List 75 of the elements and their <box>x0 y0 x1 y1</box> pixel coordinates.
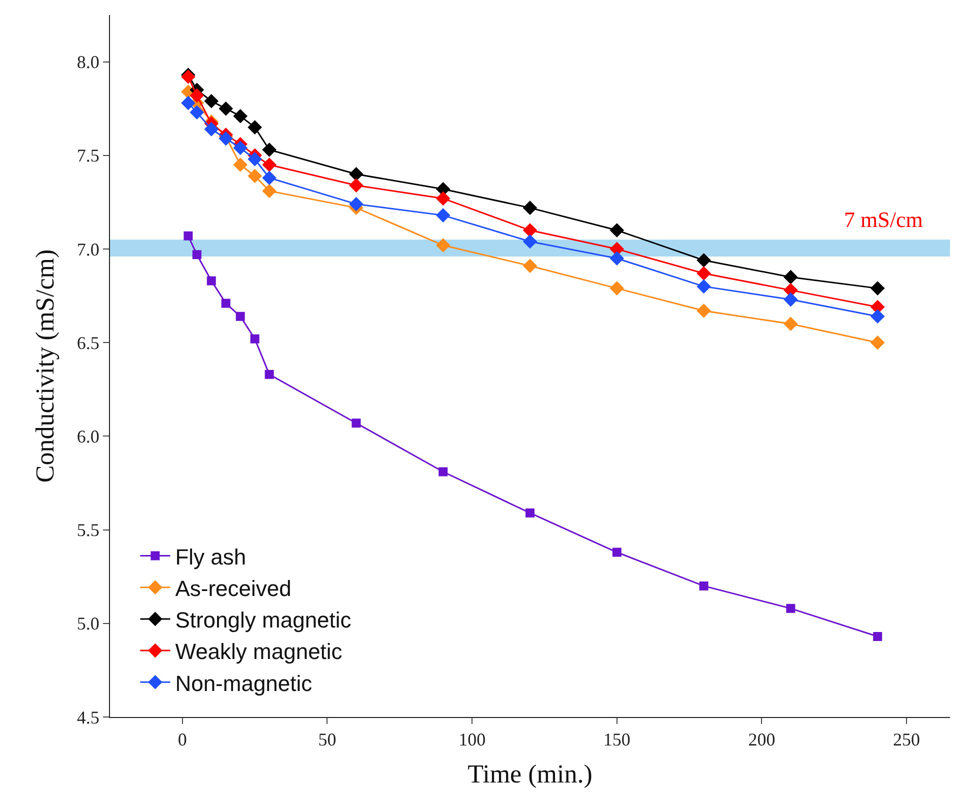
point <box>262 184 276 198</box>
point <box>190 88 204 103</box>
point <box>349 166 364 182</box>
point <box>190 105 204 120</box>
y-tick-label: 8.0 <box>76 52 100 72</box>
x-tick-label: 250 <box>893 730 920 750</box>
x-tick-label: 50 <box>318 730 336 750</box>
point <box>436 238 450 252</box>
x-tick-label: 100 <box>458 730 486 750</box>
point <box>873 632 882 641</box>
point <box>221 298 230 308</box>
y-tick-label: 6.5 <box>76 332 100 353</box>
point <box>870 309 885 324</box>
point <box>784 316 798 332</box>
point <box>784 292 798 307</box>
point <box>438 467 448 476</box>
point <box>522 200 538 215</box>
x-tick-label: 0 <box>178 730 187 750</box>
point <box>236 312 245 321</box>
point <box>610 281 624 296</box>
legend-label: Fly ash <box>175 544 246 570</box>
point <box>233 140 248 156</box>
point <box>248 168 262 184</box>
y-tick-label: 5.0 <box>76 614 100 634</box>
point <box>870 335 885 350</box>
point <box>352 418 361 428</box>
point <box>612 548 622 557</box>
point <box>264 370 274 379</box>
point <box>248 120 262 134</box>
legend-label: As-received <box>175 576 292 601</box>
point <box>696 266 711 280</box>
point <box>192 250 202 260</box>
y-tick-label: 5.5 <box>76 520 100 540</box>
point <box>610 223 624 238</box>
legend-label: Non-magnetic <box>175 670 312 696</box>
point <box>262 142 276 157</box>
y-axis-title: Conductivity (mS/cm) <box>30 249 60 483</box>
y-tick-label: 7.0 <box>76 239 100 260</box>
point <box>181 96 196 110</box>
point <box>218 101 234 116</box>
point <box>526 508 534 518</box>
point <box>786 604 796 613</box>
point <box>262 158 276 172</box>
point <box>699 581 708 590</box>
point <box>184 231 193 240</box>
y-tick-label: 4.5 <box>76 707 100 728</box>
y-tick-label: 7.5 <box>76 146 100 166</box>
point <box>204 122 219 136</box>
point <box>870 281 885 296</box>
x-tick-label: 150 <box>603 730 630 750</box>
x-axis-title: Time (min.) <box>468 759 592 788</box>
x-tick-label: 200 <box>748 730 776 750</box>
point <box>349 178 364 192</box>
legend-label: Strongly magnetic <box>175 608 352 633</box>
y-tick-label: 6.0 <box>76 426 100 446</box>
point <box>696 279 711 294</box>
point <box>206 276 216 286</box>
point <box>233 108 248 124</box>
point <box>522 234 538 249</box>
point <box>204 94 219 108</box>
point <box>696 253 711 268</box>
point <box>436 191 450 206</box>
legend-label: Weakly magnetic <box>175 639 342 664</box>
point <box>436 208 450 222</box>
point <box>522 258 538 273</box>
point <box>610 251 624 266</box>
point <box>262 170 276 186</box>
point <box>349 196 364 212</box>
point <box>248 152 262 166</box>
point <box>696 304 711 318</box>
point <box>522 223 538 238</box>
band-label: 7 mS/cm <box>844 207 923 232</box>
point <box>233 158 248 172</box>
point <box>250 334 260 344</box>
point <box>784 270 798 284</box>
